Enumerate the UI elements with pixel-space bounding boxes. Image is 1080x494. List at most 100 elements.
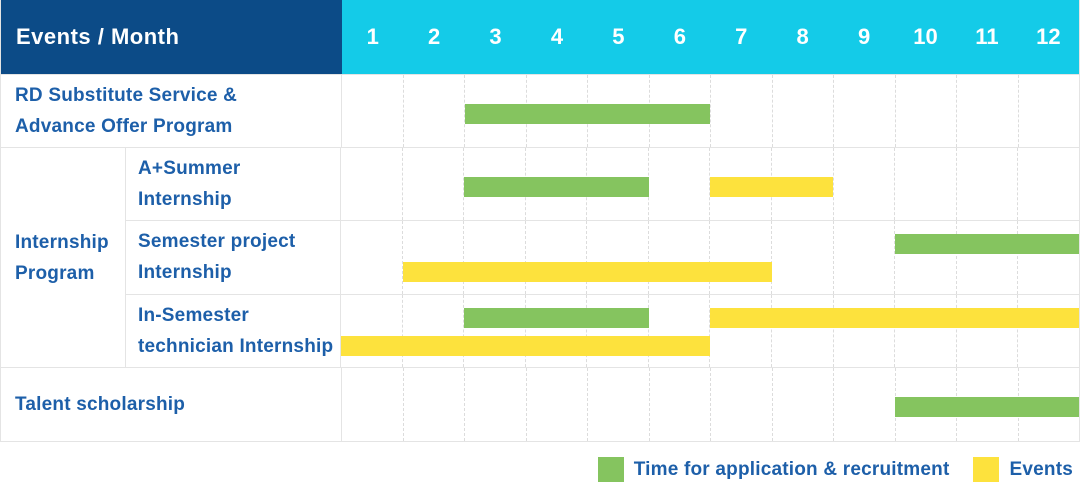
month-gridline-cell [524,221,587,294]
row-label-line: A+Summer [138,158,241,180]
month-gridline-cell [586,221,648,294]
month-header-cell: 3 [489,24,502,49]
month-gridline-cell [401,221,464,294]
legend-swatch-events [973,457,1000,482]
gantt-bar-application [894,234,1079,255]
month-gridline-cell [525,368,588,441]
table-row: A+Summer Internship [126,148,1079,221]
month-header-cell: 12 [1036,24,1061,49]
month-gridline-cell [771,294,833,367]
month-header-cell: 10 [913,24,938,49]
month-gridline-cell [647,148,710,221]
month-gridline-cell [956,75,1018,147]
table-header-row: Events / Month 1 2 3 4 5 6 7 8 9 10 11 12 [1,0,1079,74]
row-label-line: Internship [138,189,232,211]
month-gridline-cell [1017,75,1080,147]
table-row: RD Substitute Service & Advance Offer Pr… [1,74,1079,147]
month-gridline-cell [1017,148,1079,221]
month-gridline-cell [341,295,402,367]
table-row: Semester project Internship [126,220,1079,294]
table-row: In-Semester technician Internship [126,293,1079,367]
month-gridline-cell [894,221,956,294]
legend-label: Time for application & recruitment [633,458,950,480]
month-gridline-cell [464,75,526,147]
month-gridline-cell [342,75,403,147]
month-gridline-cell [955,294,1018,367]
month-header-cell: 7 [735,24,748,49]
month-gridline-cell [710,75,772,147]
month-gridline-cell [648,368,711,441]
events-month-header-label: Events / Month [16,24,180,49]
events-month-header-cell: Events / Month [1,0,342,74]
month-gridline-cell [342,368,403,441]
gantt-bar-application [464,307,649,328]
month-gridline-cell [402,368,465,441]
schedule-table: Events / Month 1 2 3 4 5 6 7 8 9 10 11 12 RD Substi… [0,0,1080,442]
month-header-cell: 2 [428,24,441,49]
month-header-cell: 5 [612,24,625,49]
group-label-line: Program [15,262,95,284]
internship-program-subrows: A+Summer Internship Semester project Int… [126,148,1079,367]
month-gridline-cell [341,148,402,220]
row-label-line: RD Substitute Service & [15,85,238,106]
month-gridline-cell [832,148,895,221]
row-label-a-summer: A+Summer Internship [126,148,341,221]
month-gridline-cell [463,221,525,294]
month-gridline-cell [710,368,772,441]
month-gridline-cell [894,294,956,367]
month-gridline-cell [894,75,957,147]
month-gridline-cell [832,221,895,294]
month-gridline-cell [463,294,525,367]
group-label-line: Internship [15,231,109,253]
month-gridline-cell [833,75,895,147]
month-gridline-cell [402,75,465,147]
row-label-rd-substitute: RD Substitute Service & Advance Offer Pr… [1,75,342,147]
legend-item-application: Time for application & recruitment [597,457,950,482]
month-gridline-cell [894,148,956,221]
month-header-cell: 4 [550,24,564,49]
month-gridline-cell [401,148,464,221]
gantt-bar-application [464,104,711,124]
gantt-bar-events [341,335,710,356]
month-gridline-cell [771,368,834,441]
month-gridline-cell [832,294,895,367]
month-gridline-cell [709,221,771,294]
month-header-cell: 6 [673,24,686,49]
month-gridline-cell [709,294,771,367]
gantt-bar-application [894,397,1079,417]
legend-label: Events [1009,458,1073,480]
gantt-bar-application [464,177,649,197]
internship-program-group: Internship Program A+Summer Internship S… [1,147,1079,367]
group-label-internship-program: Internship Program [1,148,126,367]
month-gridline-cell [586,294,648,367]
gantt-bar-events [402,262,772,283]
row-label-semester-project: Semester project Internship [126,221,341,294]
gantt-bar-events [710,177,833,197]
row-label-line: Talent scholarship [15,394,186,415]
row-label-line: technician Internship [138,335,334,357]
month-header-strip: 1 2 3 4 5 6 7 8 9 10 11 12 [342,0,1079,74]
row-label-line: Internship [138,262,232,284]
month-gridline-cell [771,221,833,294]
row-label-in-semester: In-Semester technician Internship [126,294,341,367]
month-gridline-cell [647,221,710,294]
month-gridline-cell [463,148,525,221]
month-gridline-cell [709,148,771,221]
month-header-cell: 11 [975,24,999,49]
month-gridline-cell [771,75,834,147]
gantt-bar-events [710,307,1079,328]
month-gridline-cell [955,148,1018,221]
gantt-track-rd-substitute [342,75,1079,147]
gantt-track-semester-project [341,221,1079,294]
table-row: Talent scholarship [1,367,1079,441]
month-gridline-cell [464,368,526,441]
gantt-track-talent-scholarship [342,368,1079,441]
month-gridline-cell [524,294,587,367]
gantt-track-a-summer [341,148,1079,221]
month-gridline-cell [955,221,1018,294]
legend-swatch-application [597,457,624,482]
month-gridline-cell [647,294,710,367]
month-header-cell: 9 [857,24,871,49]
month-gridline-cell [401,294,464,367]
